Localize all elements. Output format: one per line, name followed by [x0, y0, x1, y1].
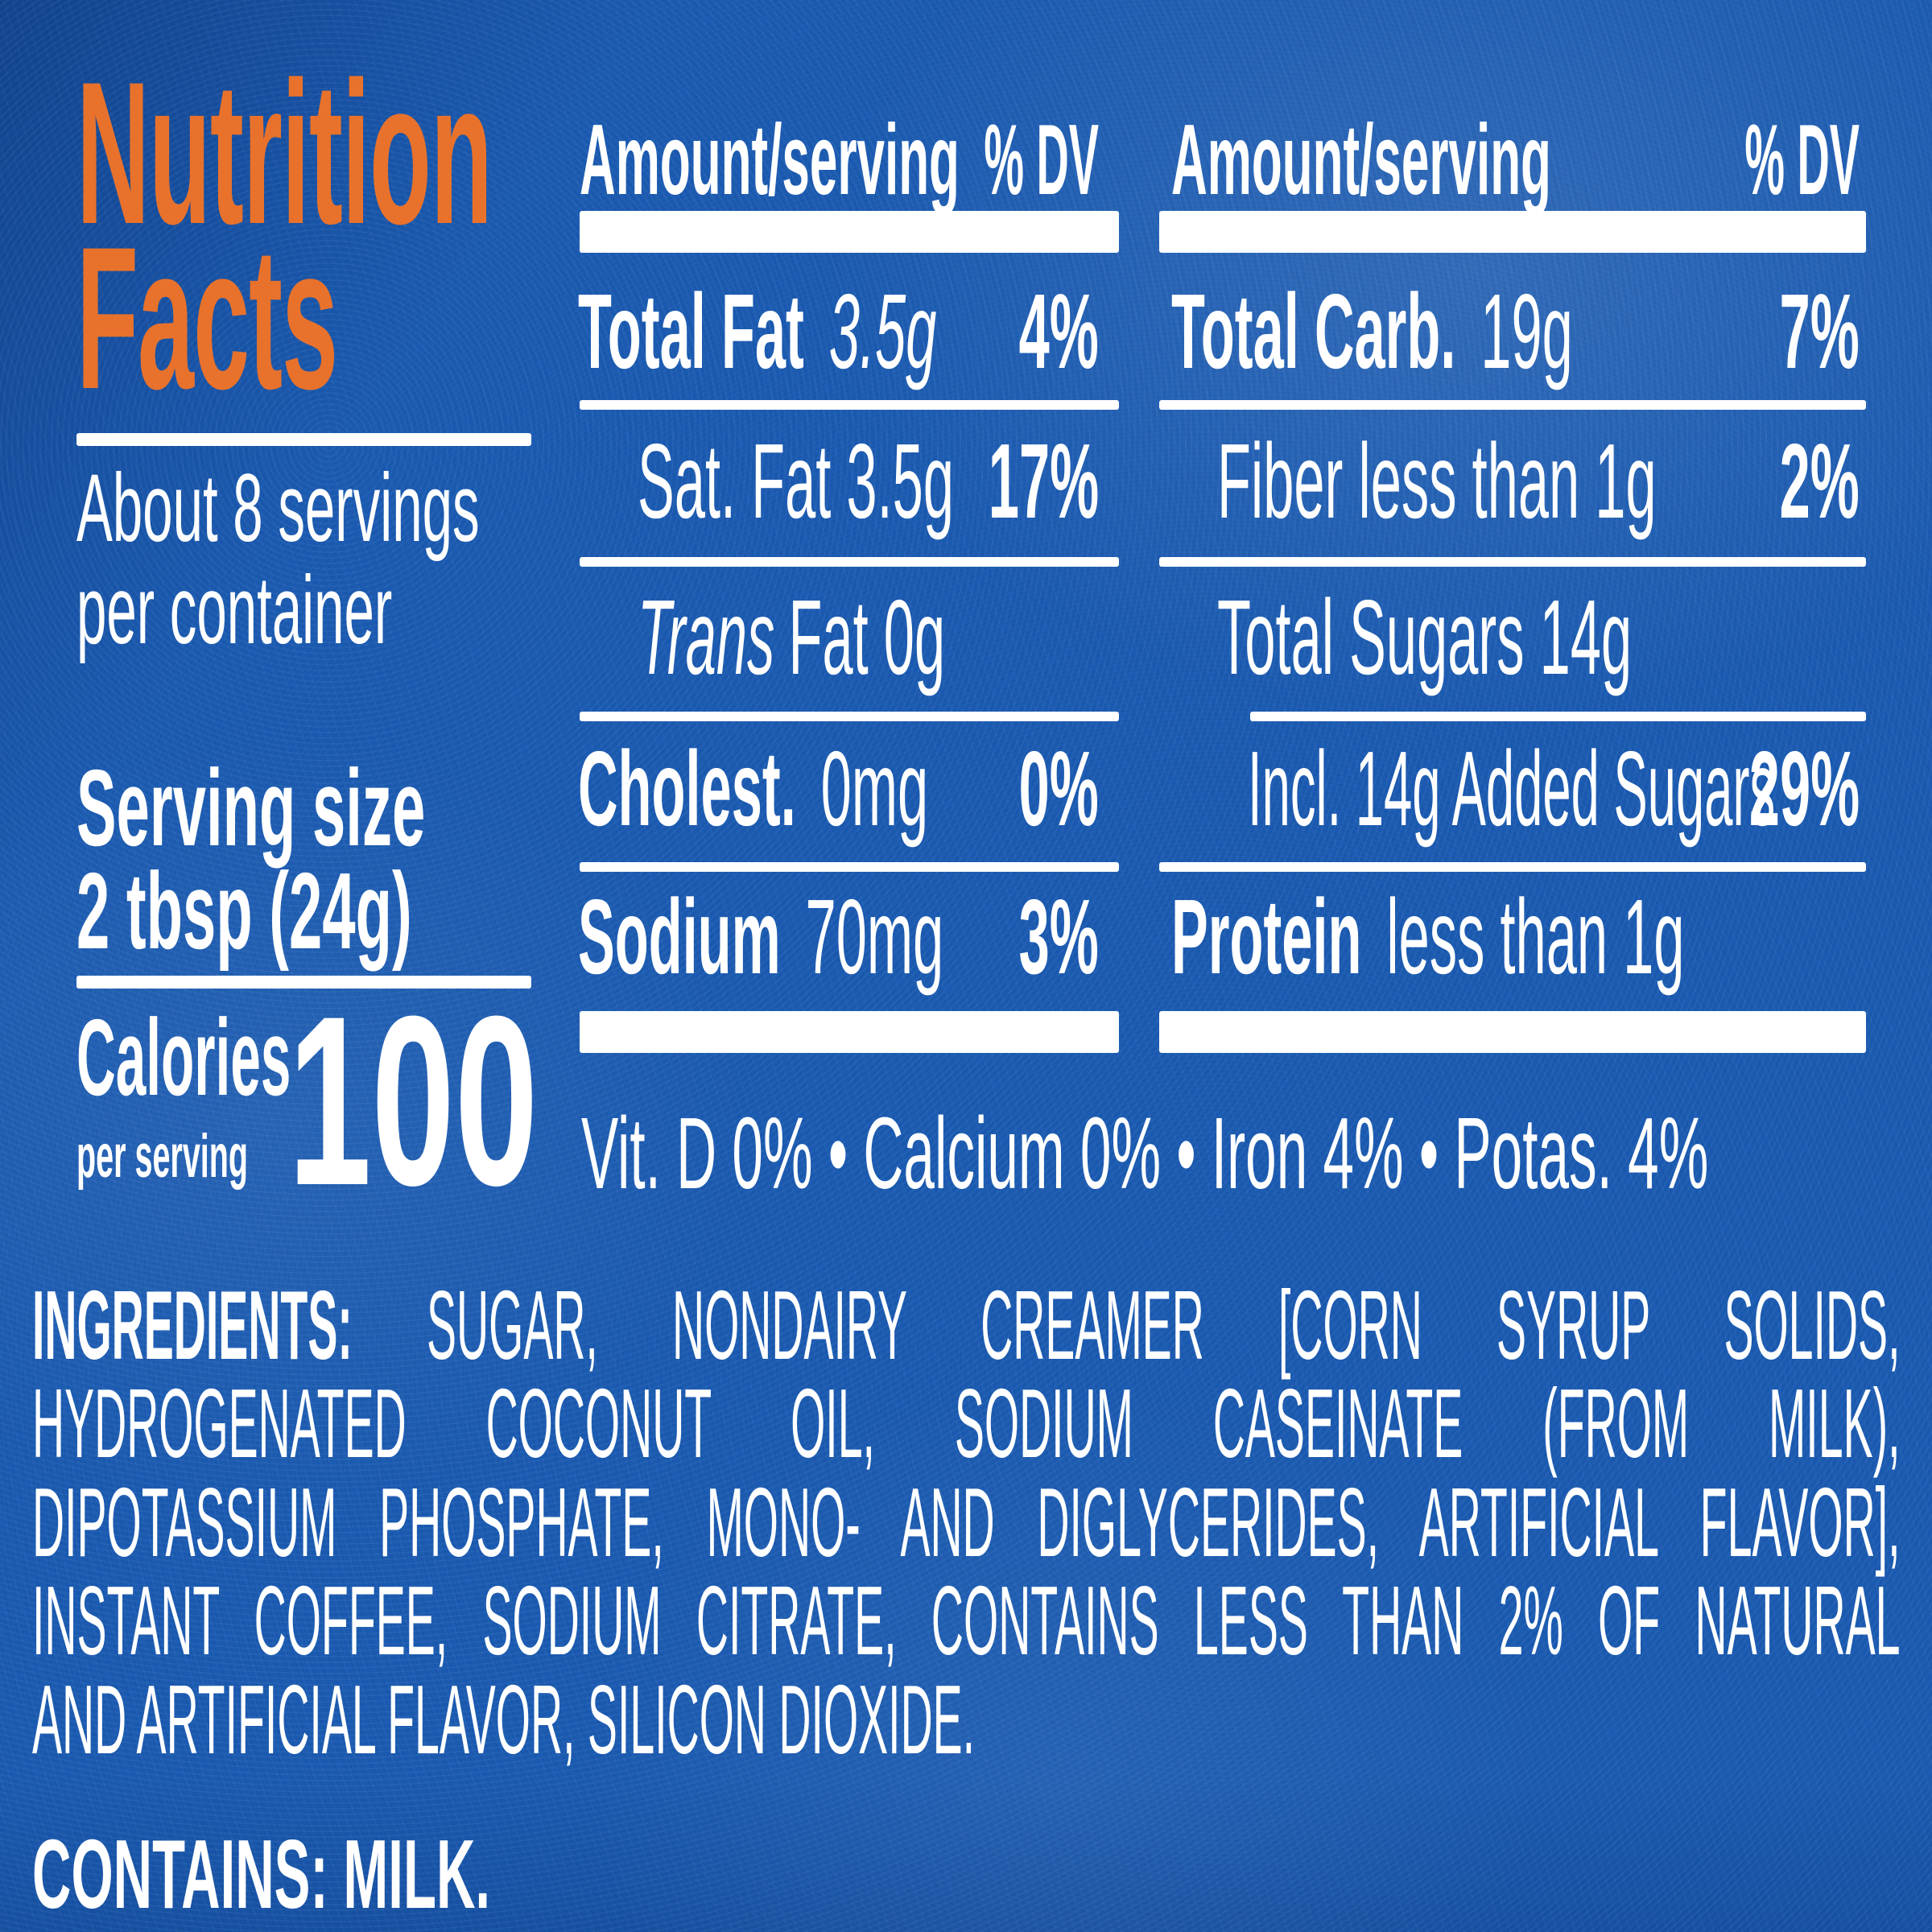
total-fat-dv: 4% [1018, 272, 1099, 390]
cholesterol-dv: 0% [1018, 729, 1099, 848]
micronutrients-line: Vit. D 0% • Calcium 0% • Iron 4% • Potas… [581, 1096, 1709, 1210]
ingredients-line4: INSTANT COFFEE, SODIUM CITRATE, CONTAINS… [32, 1566, 1901, 1675]
carb-divider-3-indented [1250, 712, 1866, 721]
protein-label: Protein [1171, 877, 1362, 996]
fiber-label: Fiber less than 1g [1217, 422, 1657, 540]
ingredients-line5: AND ARTIFICIAL FLAVOR, SILICON DIOXIDE. [32, 1665, 976, 1774]
calories-sublabel: per serving [76, 1122, 249, 1191]
trans-fat-row: Trans Fat 0g [638, 584, 945, 691]
carb-column-header-amount: Amount/serving [1171, 105, 1551, 216]
sat-fat-dv: 17% [988, 422, 1099, 540]
total-carb-dv: 7% [1779, 272, 1860, 390]
sodium-dv: 3% [1018, 877, 1099, 996]
carb-divider-1 [1159, 400, 1866, 410]
ingredients-line2: HYDROGENATED COCONUT OIL, SODIUM CASEINA… [32, 1368, 1901, 1478]
fat-divider-1 [580, 400, 1119, 410]
total-carb-label: Total Carb. [1171, 272, 1456, 390]
calories-value: 100 [288, 965, 539, 1236]
added-sugars-dv: 29% [1748, 729, 1860, 848]
fat-column-top-bar [580, 211, 1119, 253]
total-fat-value: 3.5g [828, 272, 937, 390]
carb-divider-2 [1159, 557, 1866, 567]
allergen-statement: CONTAINS: MILK. [32, 1819, 491, 1929]
ingredients-line1: INGREDIENTS: SUGAR, NONDAIRY CREAMER [CO… [32, 1276, 1901, 1374]
protein-value: less than 1g [1386, 877, 1685, 996]
total-sugars-label: Total Sugars 14g [1217, 578, 1633, 696]
divider-under-serving-size [76, 976, 531, 989]
cholesterol-row: Cholest. 0mg [578, 736, 928, 842]
serving-size-label: Serving size [76, 747, 426, 869]
total-carb-value: 19g [1480, 272, 1573, 390]
cholesterol-value: 0mg [820, 729, 929, 848]
servings-per-container-line1: About 8 servings [76, 454, 480, 562]
fat-divider-4 [580, 862, 1119, 872]
sodium-row: Sodium 70mg [578, 884, 943, 990]
carb-column-header-dv: % DV [1744, 105, 1860, 216]
sodium-value: 70mg [805, 877, 944, 996]
serving-size-value: 2 tbsp (24g) [76, 850, 412, 972]
trans-fat-label-italic: Trans [638, 578, 775, 696]
fat-column-header-amount: Amount/serving [580, 105, 960, 216]
carb-divider-4 [1159, 862, 1866, 872]
divider-under-title [76, 433, 531, 446]
ingredients-line1-rest: SUGAR, NONDAIRY CREAMER [CORN SYRUP SOLI… [427, 1270, 1901, 1380]
page-title-line1: Nutrition [76, 40, 493, 266]
total-fat-row: Total Fat 3.5g [578, 279, 936, 385]
page-title-line2: Facts [76, 205, 338, 431]
added-sugars-label: Incl. 14g Added Sugars [1248, 729, 1776, 848]
total-carb-row: Total Carb. 19g [1171, 279, 1573, 385]
fat-column-bottom-bar [580, 1011, 1119, 1053]
total-fat-label: Total Fat [578, 272, 804, 390]
fat-divider-2 [580, 557, 1119, 567]
calories-label: Calories [76, 997, 291, 1118]
carb-column-bottom-bar [1159, 1011, 1866, 1053]
fat-divider-3 [580, 712, 1119, 721]
trans-fat-label-rest: Fat 0g [788, 578, 946, 696]
ingredients-heading: INGREDIENTS: [32, 1270, 353, 1380]
fiber-dv: 2% [1779, 422, 1860, 540]
sat-fat-label: Sat. Fat 3.5g [638, 422, 955, 540]
servings-per-container-line2: per container [76, 556, 393, 664]
carb-column-top-bar [1159, 211, 1866, 253]
sodium-label: Sodium [578, 877, 781, 996]
fat-column-header-dv: % DV [984, 105, 1099, 216]
cholesterol-label: Cholest. [578, 729, 796, 848]
protein-row: Protein less than 1g [1171, 884, 1684, 990]
ingredients-line3: DIPOTASSIUM PHOSPHATE, MONO- AND DIGLYCE… [32, 1468, 1901, 1577]
